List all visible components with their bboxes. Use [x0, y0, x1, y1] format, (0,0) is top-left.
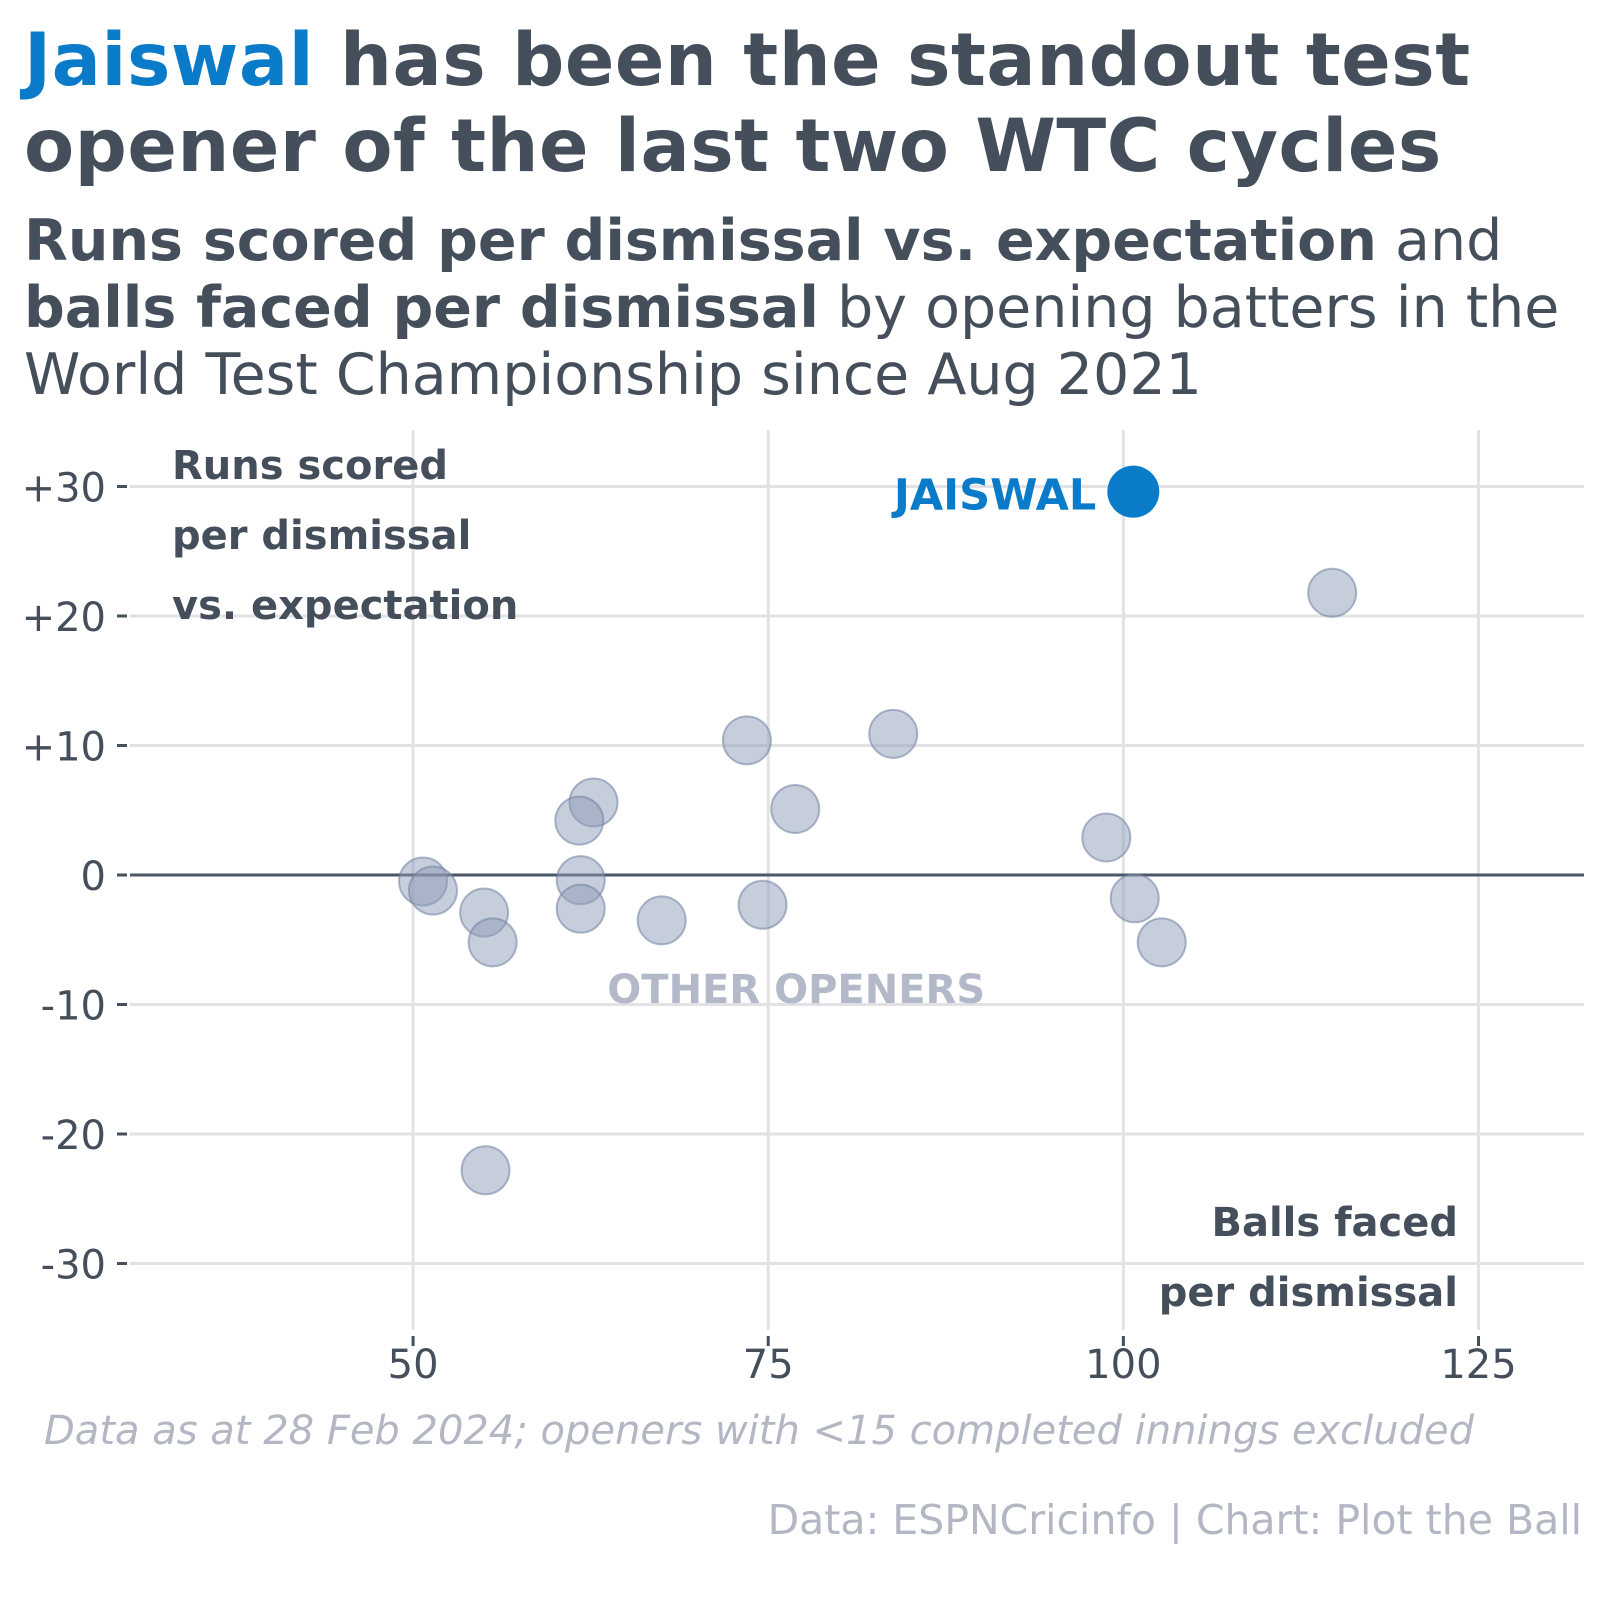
y-tick-label: -10 — [41, 984, 106, 1030]
x-axis-title-line: Balls faced — [1211, 1200, 1458, 1246]
data-point-other-opener — [1081, 812, 1132, 863]
data-point-other-opener — [554, 795, 605, 846]
data-point-jaiswal — [1107, 465, 1160, 518]
data-point-other-opener — [868, 708, 919, 759]
data-point-other-opener — [1109, 873, 1160, 924]
title-highlight: Jaiswal — [24, 18, 315, 103]
data-point-other-opener — [467, 917, 518, 968]
x-axis: 50 75 100 125 — [388, 1336, 1517, 1388]
data-point-other-opener — [407, 865, 458, 916]
y-tick-label: 0 — [81, 854, 106, 900]
y-axis-title: Runs scored per dismissal vs. expectation — [172, 443, 518, 629]
data-points — [398, 465, 1358, 1196]
subtitle-text-1: and — [1376, 208, 1503, 274]
scatter-chart: +30 +20 +10 0 -10 -20 -30 50 75 100 125 JAISWAL OT… — [22, 430, 1584, 1388]
data-point-other-opener — [1307, 567, 1358, 618]
grid-lines — [130, 430, 1584, 1330]
source-credit: Data: ESPNCricinfo | Chart: Plot the Bal… — [767, 1496, 1582, 1544]
x-tick-label: 100 — [1085, 1342, 1161, 1388]
x-axis-title: Balls faced per dismissal — [1159, 1200, 1458, 1316]
chart-labels: JAISWAL OTHER OPENERS Runs scored per dismi… — [172, 443, 1458, 1316]
data-point-other-opener — [770, 783, 821, 834]
footnote: Data as at 28 Feb 2024; openers with <15… — [44, 1408, 1474, 1454]
subtitle-bold-1: Runs scored per dismissal vs. expectatio… — [24, 208, 1377, 274]
data-point-other-opener — [721, 715, 772, 766]
jaiswal-label: JAISWAL — [891, 471, 1096, 521]
data-point-other-opener — [555, 883, 606, 934]
x-tick-label: 50 — [388, 1342, 439, 1388]
subtitle-text-2: by opening batters in the World Test Cha… — [24, 275, 1560, 408]
y-tick-label: +10 — [22, 725, 106, 771]
data-point-other-opener — [1136, 917, 1187, 968]
data-point-other-opener — [460, 1145, 511, 1196]
y-tick-label: -30 — [41, 1243, 106, 1289]
chart-subtitle: Runs scored per dismissal vs. expectatio… — [24, 208, 1584, 409]
y-axis-title-line: per dismissal — [172, 513, 471, 559]
x-tick-label: 75 — [743, 1342, 794, 1388]
subtitle-bold-2: balls faced per dismissal — [24, 275, 819, 341]
y-axis: +30 +20 +10 0 -10 -20 -30 — [22, 466, 127, 1289]
y-tick-label: +30 — [22, 466, 106, 512]
chart-title: Jaiswal has been the standout test opene… — [24, 18, 1584, 190]
data-point-other-opener — [737, 879, 788, 930]
y-tick-label: +20 — [22, 595, 106, 641]
other-openers-label: OTHER OPENERS — [607, 967, 985, 1013]
x-tick-label: 125 — [1440, 1342, 1516, 1388]
y-axis-title-line: vs. expectation — [172, 583, 518, 629]
title-rest: has been the standout test opener of the… — [24, 18, 1471, 189]
y-axis-title-line: Runs scored — [172, 443, 448, 489]
y-tick-label: -20 — [41, 1113, 106, 1159]
data-point-other-opener — [636, 895, 687, 946]
x-axis-title-line: per dismissal — [1159, 1270, 1458, 1316]
